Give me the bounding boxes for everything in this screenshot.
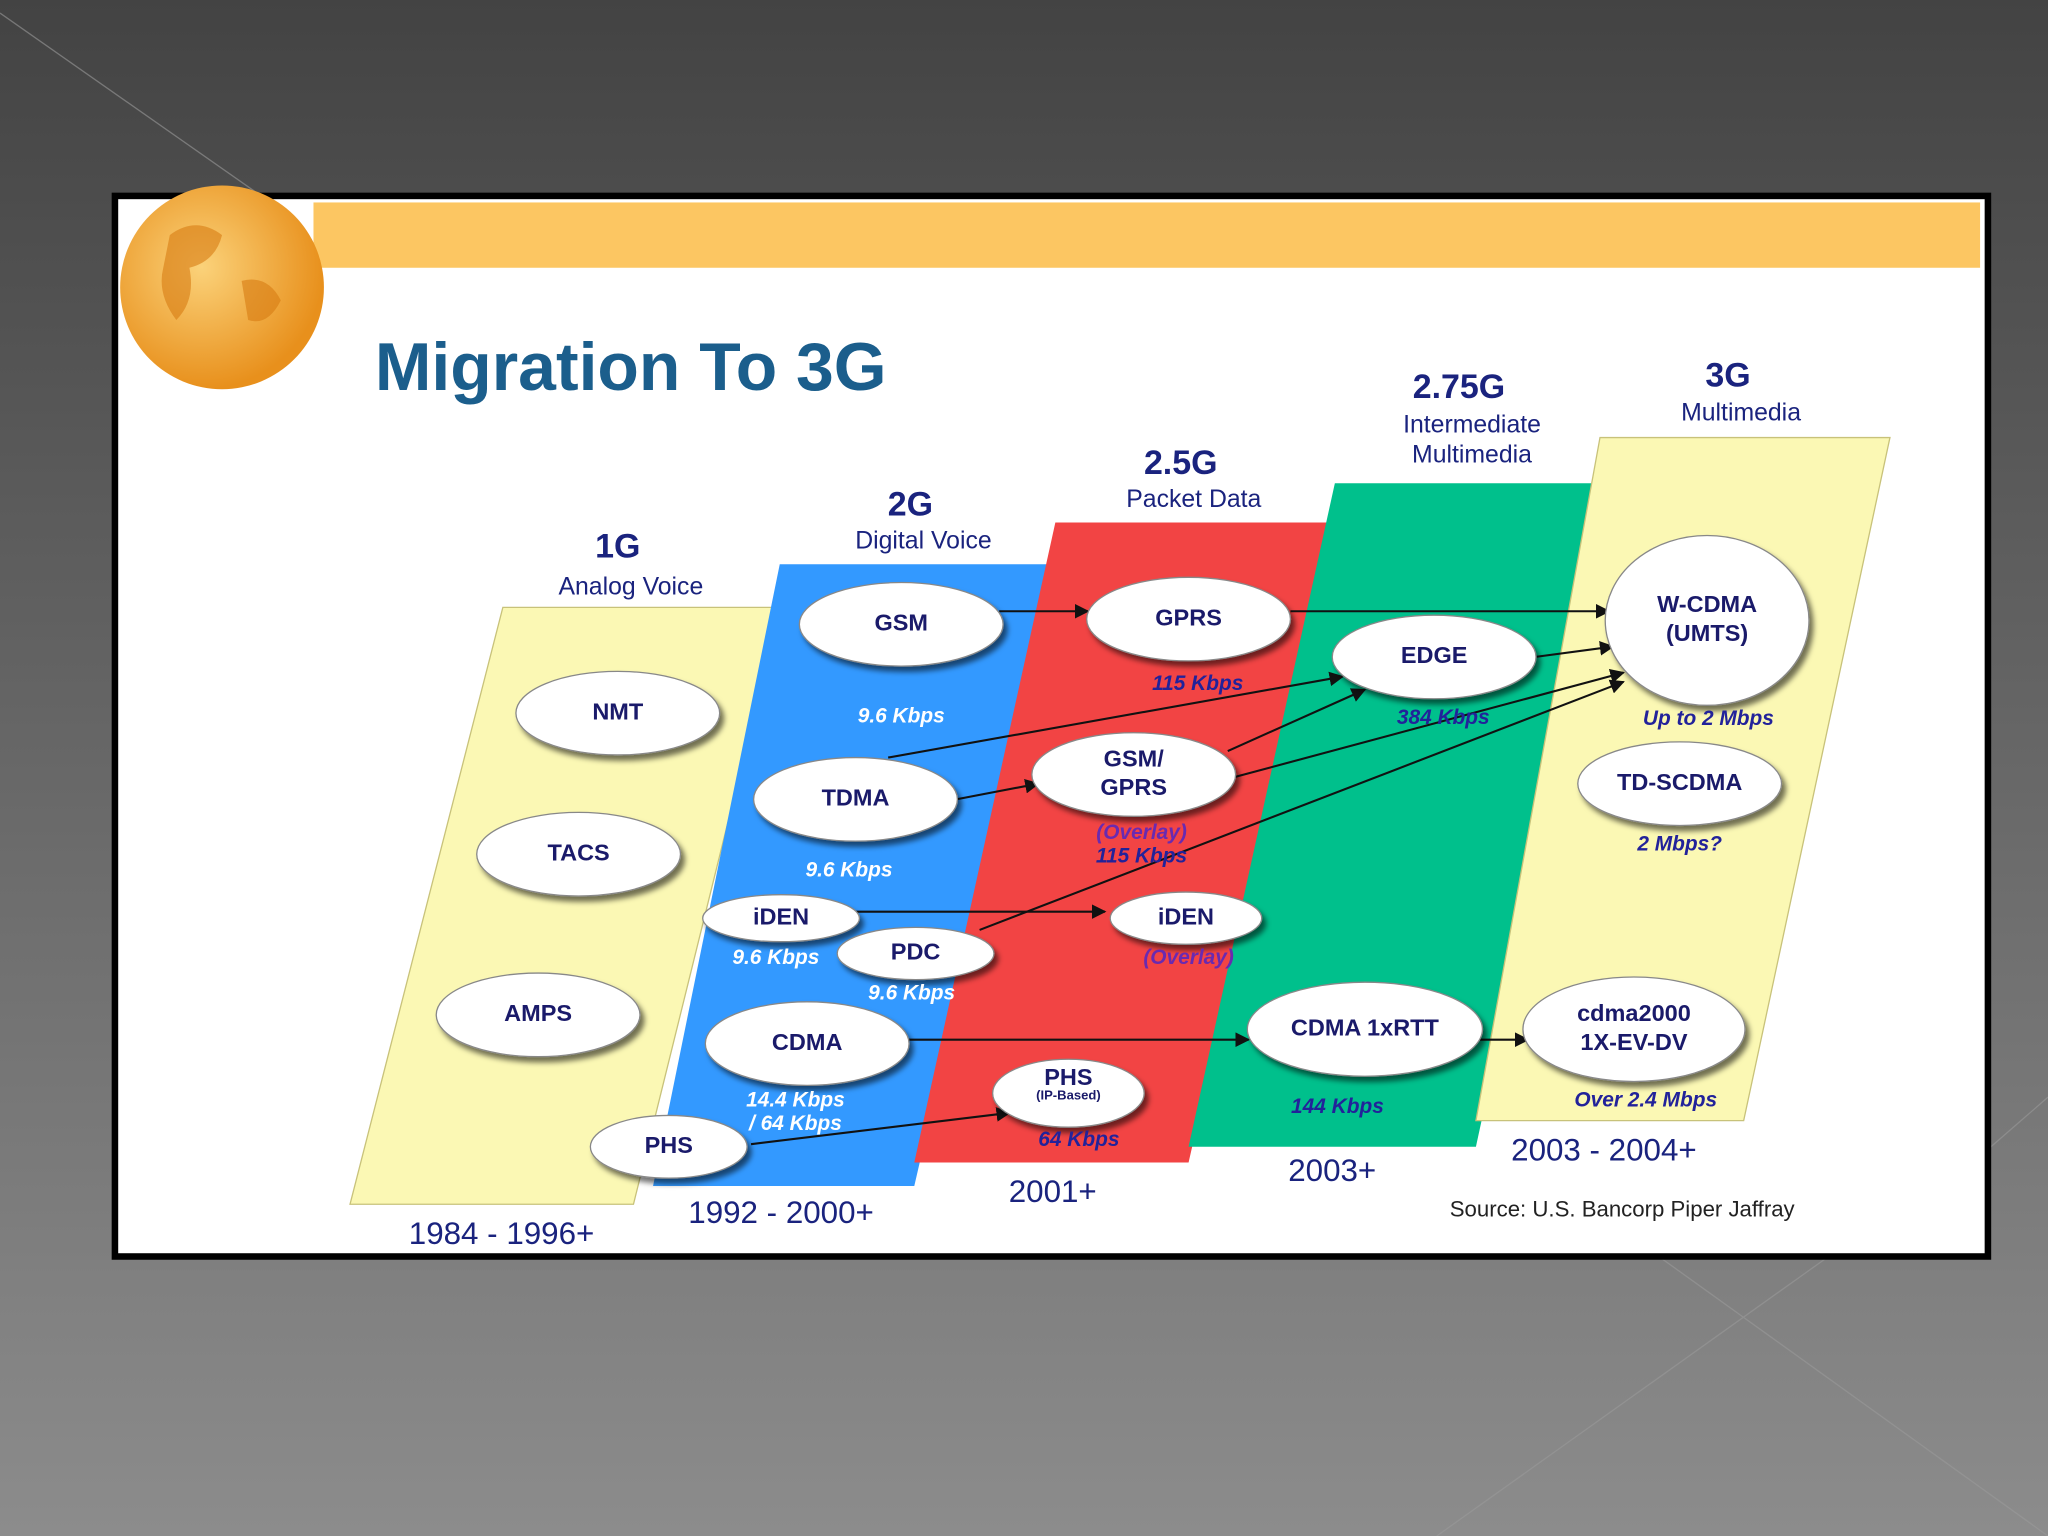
node-label: TDMA	[822, 785, 890, 811]
node-rate: 384 Kbps	[1397, 706, 1490, 729]
node-ellipse	[1604, 534, 1810, 706]
node-rate: 115 Kbps	[1152, 672, 1243, 695]
node-label: PHS	[1044, 1064, 1092, 1090]
node-label: NMT	[592, 698, 644, 724]
node-label: GSM	[874, 610, 928, 636]
node-label: 1X-EV-DV	[1580, 1029, 1687, 1055]
generation-band	[349, 606, 782, 1205]
arrows	[750, 603, 1625, 1146]
node-label: AMPS	[504, 1000, 572, 1026]
node-label: (IP-Based)	[1036, 1087, 1101, 1102]
generation-name: 2G	[888, 486, 933, 524]
generation-name: 3G	[1705, 356, 1750, 394]
generation-band	[914, 522, 1335, 1163]
node-ellipse	[589, 1114, 748, 1179]
decor-lines	[0, 12, 2048, 1536]
title: Migration To 3G	[375, 330, 887, 405]
generation-years: 1984 - 1996+	[409, 1216, 595, 1251]
node-rate: 9.6 Kbps	[732, 946, 819, 969]
generation-years: 1992 - 2000+	[688, 1195, 874, 1230]
node-label: TD-SCDMA	[1617, 769, 1742, 795]
generation-years: 2003+	[1288, 1153, 1376, 1188]
node-rate: 64 Kbps	[1038, 1128, 1119, 1151]
node-ellipse	[1031, 732, 1237, 817]
generation-name: 2.75G	[1413, 368, 1505, 406]
node-rate: 9.6 Kbps	[805, 859, 892, 882]
node-label: W-CDMA	[1657, 591, 1757, 617]
generation-name: 1G	[595, 528, 640, 566]
node-ellipse	[991, 1058, 1145, 1128]
node-ellipse	[1522, 976, 1746, 1083]
node-ellipse	[752, 756, 959, 842]
node-rate: (Overlay)	[1096, 821, 1187, 844]
source-note: Source: U.S. Bancorp Piper Jaffray	[1450, 1197, 1796, 1222]
node-label: GPRS	[1155, 604, 1222, 630]
node-ellipse	[836, 926, 995, 981]
node-label: iDEN	[1158, 903, 1214, 929]
generation-subtitle: Analog Voice	[558, 573, 703, 600]
node-ellipse	[435, 972, 641, 1058]
node-ellipse	[1331, 614, 1537, 700]
node-label: EDGE	[1401, 642, 1468, 668]
globe-icon	[120, 185, 324, 390]
generation-subtitle: Packet Data	[1126, 486, 1261, 513]
generation-subtitle: Digital Voice	[855, 528, 991, 555]
node-rate: Over 2.4 Mbps	[1574, 1089, 1717, 1112]
node-label: CDMA	[772, 1029, 843, 1055]
node-ellipse	[476, 811, 682, 897]
node-rate: 14.4 Kbps	[746, 1089, 845, 1112]
node-label: GPRS	[1100, 774, 1167, 800]
header-bar	[313, 202, 1981, 268]
node-label: TACS	[547, 839, 609, 865]
node-label: (UMTS)	[1666, 620, 1748, 646]
globe-land	[161, 225, 281, 322]
node-ellipse	[1246, 981, 1484, 1077]
generation-years: 2001+	[1009, 1174, 1097, 1209]
node-label: CDMA 1xRTT	[1291, 1014, 1440, 1040]
node-label: GSM/	[1104, 745, 1165, 771]
node-ellipse	[1086, 576, 1292, 662]
node-rate: / 64 Kbps	[748, 1112, 842, 1135]
node-rate: 144 Kbps	[1291, 1095, 1384, 1118]
node-label: PDC	[891, 939, 941, 965]
node-rate: (Overlay)	[1143, 946, 1234, 969]
generation-subtitle: Multimedia	[1681, 400, 1801, 427]
node-rate: 9.6 Kbps	[868, 981, 955, 1004]
node-ellipse	[1577, 741, 1783, 827]
node-rate: 9.6 Kbps	[858, 705, 945, 728]
generation-subtitle: Intermediate	[1403, 411, 1541, 438]
nodes: NMT TACS AMPS GSM 9.6 Kbps TDMA 9.6 Kbps iDEN 9.…	[435, 534, 1810, 1179]
node-ellipse	[704, 1001, 910, 1087]
node-rate: Up to 2 Mbps	[1643, 707, 1774, 730]
node-ellipse	[1109, 891, 1263, 945]
node-label: cdma2000	[1577, 1000, 1691, 1026]
node-rate: 2 Mbps?	[1636, 833, 1722, 856]
node-label: iDEN	[753, 903, 809, 929]
node-ellipse	[515, 670, 721, 756]
generation-name: 2.5G	[1144, 444, 1218, 482]
node-rate: 115 Kbps	[1096, 844, 1187, 867]
node-ellipse	[702, 894, 861, 943]
node-ellipse	[798, 581, 1004, 667]
generation-years: 2003 - 2004+	[1511, 1132, 1697, 1167]
generation-subtitle: Multimedia	[1412, 441, 1532, 468]
node-label: PHS	[645, 1132, 693, 1158]
